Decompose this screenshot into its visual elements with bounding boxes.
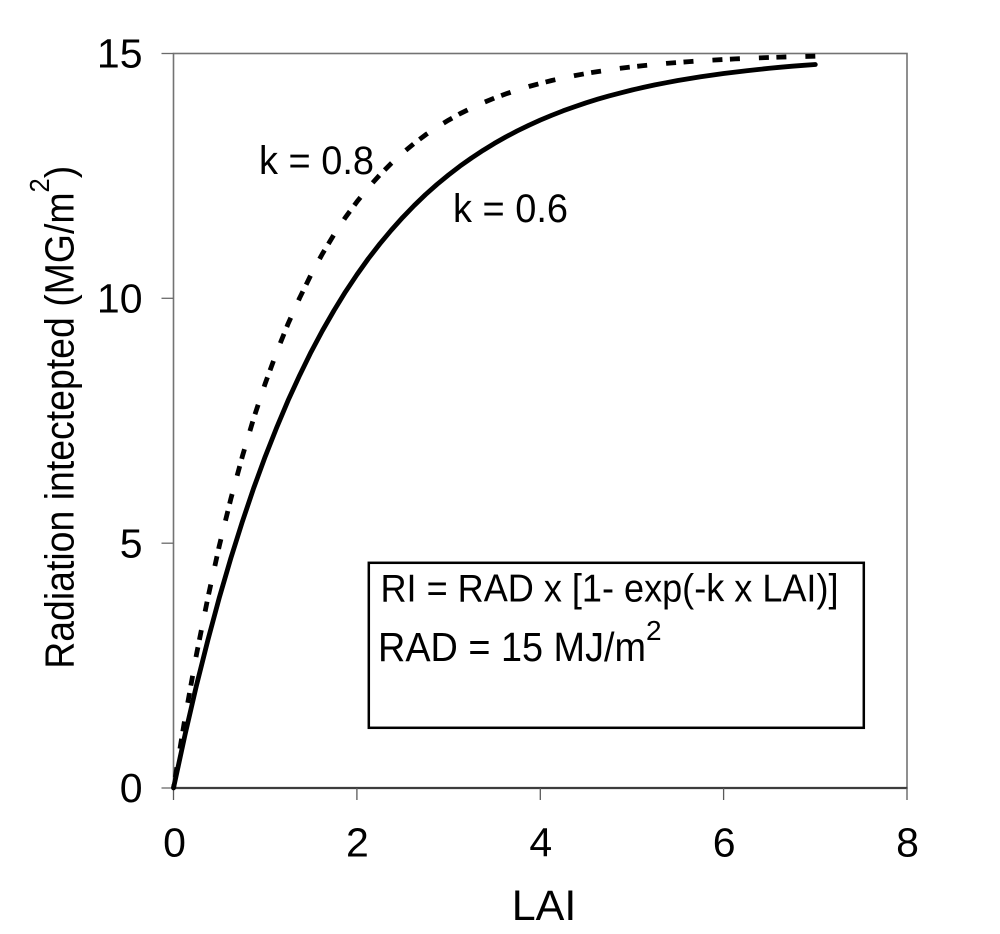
svg-text:0: 0 [120,765,143,811]
svg-text:k = 0.6: k = 0.6 [453,187,568,231]
svg-text:2: 2 [346,820,369,866]
svg-text:RI = RAD x [1- exp(-k x LAI)]: RI = RAD x [1- exp(-k x LAI)] [381,568,839,611]
svg-text:4: 4 [529,820,552,866]
svg-text:LAI: LAI [512,882,577,930]
svg-text:2: 2 [646,615,662,646]
svg-text:RAD = 15 MJ/m: RAD = 15 MJ/m [378,624,646,670]
svg-text:5: 5 [120,520,143,566]
svg-text:0: 0 [163,820,186,866]
svg-text:15: 15 [97,31,143,77]
svg-text:10: 10 [97,275,143,321]
svg-text:6: 6 [713,820,736,866]
svg-text:8: 8 [896,820,919,866]
svg-text:k = 0.8: k = 0.8 [259,139,374,183]
